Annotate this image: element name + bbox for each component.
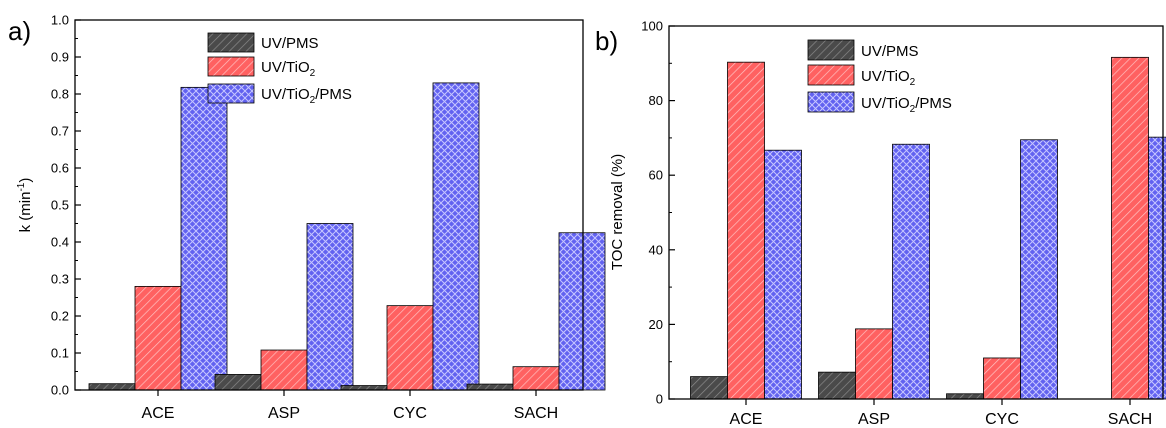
bar-cyc-uv-tio2-pms: [432, 82, 480, 391]
bar-cyc-uv-tio2-pms: [1020, 139, 1058, 400]
y-tick-label: 0.4: [51, 235, 69, 250]
y-tick-label: 100: [641, 19, 663, 34]
panel-b-xticks: ACE ASP CYC SACH: [730, 399, 1152, 428]
bar-asp-uv-tio2-pms: [306, 223, 354, 391]
bar-ace-uv-pms: [690, 376, 728, 400]
bar-asp-uv-pms: [818, 371, 856, 400]
y-tick-label: 1.0: [51, 13, 69, 28]
bar-ace-uv-tio2: [134, 285, 182, 391]
panel-a-y-axis-title: k (min-1): [16, 178, 34, 233]
bar-ace-uv-tio2: [727, 61, 765, 400]
legend-swatch-uv-tio2-pms: [807, 91, 855, 113]
bar-asp-uv-tio2: [855, 328, 893, 400]
y-tick-label: 0.0: [51, 383, 69, 398]
y-tick-label: 0.8: [51, 87, 69, 102]
bar-ace-uv-tio2-pms: [764, 149, 802, 400]
legend-swatch-uv-tio2: [807, 64, 855, 86]
panel-b-tag: b): [595, 26, 618, 56]
panel-b-legend: UV/PMS UV/TiO2 UV/TiO2/PMS: [807, 39, 952, 115]
panel-a-yticks: 0.0 0.1 0.2 0.3 0.4 0.5 0.6 0.7 0.8 0.9 1.0: [51, 13, 81, 398]
legend-swatch-uv-pms: [807, 39, 855, 61]
y-tick-label: 60: [649, 168, 663, 183]
x-category-label-asp: ASP: [858, 411, 890, 428]
panel-b-y-axis-title: TOC removal (%): [609, 154, 626, 270]
x-category-label-ace: ACE: [142, 405, 175, 422]
x-category-label-cyc: CYC: [985, 411, 1019, 428]
legend-swatch-uv-tio2: [207, 56, 255, 77]
y-tick-label: 0: [656, 392, 663, 407]
bar-ace-uv-pms: [88, 383, 136, 391]
y-tick-label: 0.7: [51, 124, 69, 139]
legend-label-uv-pms: UV/PMS: [861, 43, 919, 60]
bar-cyc-uv-pms: [340, 385, 388, 391]
x-category-label-sach: SACH: [1108, 411, 1152, 428]
bar-asp-uv-tio2-pms: [892, 143, 930, 400]
panel-b-yticks: 0 20 40 60 80 100: [641, 19, 675, 407]
bar-sach-uv-pms: [466, 383, 514, 391]
bar-cyc-uv-tio2: [983, 357, 1021, 400]
bar-ace-uv-tio2-pms: [180, 86, 228, 391]
panel-b: b) 0 20 40 60 80 100 ACE ASP CYC SACH TOC remova…: [595, 19, 1166, 428]
legend-label-uv-tio2: UV/TiO2: [861, 68, 916, 88]
y-tick-label: 20: [649, 317, 663, 332]
legend-label-uv-pms: UV/PMS: [261, 35, 319, 52]
panel-a-tag: a): [8, 16, 31, 46]
y-tick-label: 0.5: [51, 198, 69, 213]
y-tick-label: 0.3: [51, 272, 69, 287]
x-category-label-asp: ASP: [268, 405, 300, 422]
y-tick-label: 80: [649, 93, 663, 108]
panel-b-bars: [690, 56, 1166, 400]
panel-a-legend: UV/PMS UV/TiO2 UV/TiO2/PMS: [207, 32, 352, 106]
legend-swatch-uv-pms: [207, 32, 255, 53]
x-category-label-cyc: CYC: [393, 405, 427, 422]
legend-swatch-uv-tio2-pms: [207, 83, 255, 104]
x-category-label-ace: ACE: [730, 411, 763, 428]
y-tick-label: 0.2: [51, 309, 69, 324]
y-tick-label: 40: [649, 242, 663, 257]
legend-label-uv-tio2-pms: UV/TiO2/PMS: [861, 95, 952, 115]
bar-asp-uv-tio2: [260, 349, 308, 391]
bar-cyc-uv-pms: [946, 393, 984, 400]
y-tick-label: 0.9: [51, 50, 69, 65]
bar-asp-uv-pms: [214, 374, 262, 391]
panel-a: a) 0.0 0.1 0.2 0.3 0.4 0.5 0.6 0.7 0.8 0.9 1.0 ACE…: [8, 13, 606, 422]
panel-a-bars: [88, 82, 606, 391]
x-category-label-sach: SACH: [514, 405, 558, 422]
bar-cyc-uv-tio2: [386, 305, 434, 391]
bar-sach-uv-tio2: [1111, 56, 1149, 400]
bar-sach-uv-tio2: [512, 366, 560, 391]
bar-sach-uv-tio2-pms: [1148, 136, 1166, 400]
y-tick-label: 0.6: [51, 161, 69, 176]
y-tick-label: 0.1: [51, 346, 69, 361]
bar-sach-uv-tio2-pms: [558, 232, 606, 391]
panel-a-xticks: ACE ASP CYC SACH: [142, 390, 558, 422]
legend-label-uv-tio2-pms: UV/TiO2/PMS: [261, 86, 352, 106]
legend-label-uv-tio2: UV/TiO2: [261, 59, 316, 79]
